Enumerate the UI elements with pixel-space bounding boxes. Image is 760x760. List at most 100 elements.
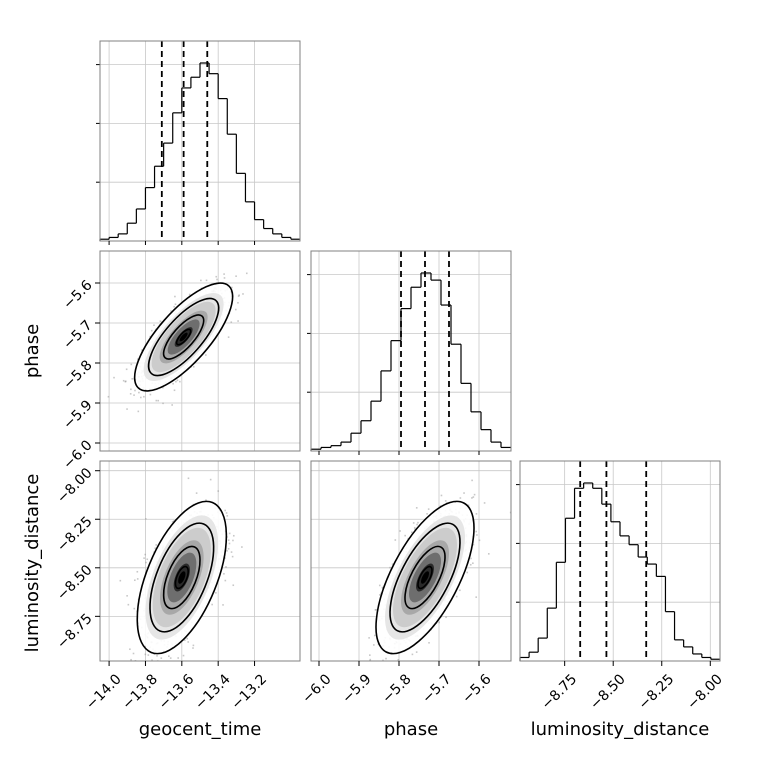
- joint-phase-luminosity_distance-point: [445, 616, 447, 619]
- joint-geocent_time-phase-point: [140, 396, 142, 399]
- joint-phase-luminosity_distance-point: [391, 563, 394, 566]
- joint-phase-luminosity_distance-point: [410, 531, 413, 534]
- hist-phase-frame: [310, 250, 512, 452]
- joint-geocent_time-phase-density-level-6: [179, 332, 188, 342]
- joint-geocent_time-luminosity_distance-point: [228, 542, 231, 545]
- hist-phase-bg: [311, 251, 511, 451]
- joint-phase-luminosity_distance-point: [444, 500, 447, 502]
- joint-geocent_time-phase-point: [138, 391, 140, 394]
- joint-geocent_time-luminosity_distance-point: [156, 655, 158, 657]
- joint-geocent_time-luminosity_distance-point: [226, 515, 229, 517]
- joint-geocent_time-phase-clip: [100, 251, 300, 451]
- joint-geocent_time-luminosity_distance-point: [187, 641, 190, 643]
- joint-geocent_time-luminosity_distance-point: [223, 572, 225, 575]
- joint-geocent_time-luminosity_distance-density-level-6: [178, 571, 186, 584]
- joint-geocent_time-luminosity_distance-contour-1: [149, 522, 215, 633]
- joint-geocent_time-phase-point: [131, 378, 134, 380]
- ytick-label-phase-3: −5.7: [60, 317, 95, 352]
- joint-geocent_time-phase-point: [130, 363, 133, 366]
- joint-geocent_time-luminosity_distance-point: [232, 539, 234, 542]
- joint-phase-luminosity_distance-contour-3: [417, 565, 433, 590]
- joint-geocent_time-luminosity_distance-point: [132, 652, 135, 655]
- joint-phase-luminosity_distance-point: [417, 521, 419, 524]
- joint-phase-luminosity_distance-point: [426, 513, 428, 515]
- joint-geocent_time-phase-point: [237, 320, 239, 322]
- joint-geocent_time-phase-point: [238, 294, 240, 297]
- joint-geocent_time-luminosity_distance-point: [224, 579, 227, 582]
- joint-geocent_time-phase-point: [200, 279, 202, 282]
- joint-geocent_time-phase-point: [188, 293, 191, 296]
- hist-luminosity_distance-bg: [520, 461, 720, 661]
- ytick-label-phase-4: −5.6: [60, 277, 95, 312]
- joint-geocent_time-luminosity_distance-point: [224, 509, 226, 512]
- joint-phase-luminosity_distance-point: [381, 586, 384, 589]
- joint-phase-luminosity_distance-point: [472, 562, 474, 565]
- joint-phase-luminosity_distance-point: [471, 497, 473, 499]
- xtick-label-geocent_time-0: −14.0: [83, 671, 125, 713]
- joint-geocent_time-luminosity_distance-point: [121, 672, 123, 674]
- joint-phase-luminosity_distance-point: [472, 496, 475, 498]
- joint-geocent_time-phase-point: [234, 308, 237, 311]
- joint-geocent_time-phase-point: [150, 329, 153, 332]
- joint-phase-luminosity_distance-point: [389, 566, 391, 569]
- joint-phase-luminosity_distance-point: [463, 492, 465, 494]
- ytick-label-phase-0: −6.0: [60, 437, 95, 472]
- xtick-label-luminosity_distance-0: −8.75: [539, 671, 581, 713]
- joint-phase-luminosity_distance-point: [373, 644, 375, 646]
- joint-phase-luminosity_distance-point: [379, 594, 381, 596]
- joint-geocent_time-phase-point: [149, 393, 152, 396]
- joint-geocent_time-luminosity_distance-point: [137, 625, 140, 627]
- joint-phase-luminosity_distance-point: [428, 641, 430, 644]
- joint-phase-luminosity_distance-point: [369, 654, 371, 656]
- ytick-label-luminosity_distance-0: −8.75: [54, 611, 96, 653]
- joint-geocent_time-phase-point: [179, 380, 181, 383]
- joint-phase-luminosity_distance-point: [415, 507, 418, 509]
- joint-geocent_time-phase-point: [245, 272, 248, 275]
- joint-phase-luminosity_distance-point: [440, 494, 443, 497]
- joint-geocent_time-luminosity_distance-contour-3: [174, 565, 189, 590]
- joint-geocent_time-phase-point: [216, 278, 218, 281]
- joint-geocent_time-phase-contour-3: [175, 328, 192, 346]
- joint-geocent_time-phase-contour-1: [147, 297, 220, 377]
- joint-geocent_time-luminosity_distance-point: [173, 520, 175, 522]
- joint-geocent_time-luminosity_distance-point: [211, 603, 213, 606]
- joint-phase-luminosity_distance-contour-0: [375, 500, 475, 655]
- xlabel-phase: phase: [384, 719, 438, 740]
- joint-geocent_time-phase-point: [230, 321, 233, 323]
- joint-geocent_time-luminosity_distance-point: [226, 550, 228, 552]
- joint-geocent_time-phase-point: [162, 386, 164, 389]
- joint-geocent_time-phase-point: [174, 303, 177, 306]
- xlabel-luminosity_distance: luminosity_distance: [531, 719, 710, 740]
- joint-phase-luminosity_distance-point: [475, 596, 478, 598]
- joint-geocent_time-luminosity_distance-point: [227, 547, 230, 550]
- joint-geocent_time-phase-point: [143, 395, 145, 398]
- joint-geocent_time-phase-point: [223, 277, 226, 279]
- joint-geocent_time-phase-point: [173, 389, 176, 392]
- joint-geocent_time-phase-point: [215, 275, 218, 278]
- joint-phase-luminosity_distance-point: [394, 539, 397, 541]
- hist-phase-group: [307, 251, 511, 451]
- joint-phase-luminosity_distance-point: [487, 553, 490, 555]
- joint-geocent_time-phase-point: [149, 335, 151, 338]
- joint-phase-luminosity_distance-point: [483, 502, 486, 504]
- joint-phase-luminosity_distance-point: [379, 685, 381, 687]
- joint-geocent_time-luminosity_distance-point: [134, 579, 136, 582]
- joint-phase-luminosity_distance-point: [472, 543, 475, 546]
- joint-phase-luminosity_distance-point: [412, 522, 415, 524]
- joint-phase-luminosity_distance-point: [369, 658, 372, 661]
- joint-phase-luminosity_distance-point: [375, 608, 378, 611]
- joint-phase-luminosity_distance-point: [459, 589, 461, 592]
- ytick-label-luminosity_distance-1: −8.50: [54, 562, 96, 604]
- joint-geocent_time-phase-point: [144, 389, 147, 391]
- ylabel-phase: phase: [22, 324, 43, 378]
- joint-geocent_time-phase-point: [174, 295, 176, 298]
- joint-phase-luminosity_distance-point: [473, 493, 476, 496]
- joint-geocent_time-luminosity_distance-point: [162, 673, 164, 675]
- joint-geocent_time-phase-point: [135, 379, 137, 381]
- joint-phase-luminosity_distance-point: [475, 530, 478, 533]
- joint-geocent_time-luminosity_distance-group: [100, 461, 300, 675]
- joint-phase-luminosity_distance-point: [382, 659, 384, 661]
- joint-geocent_time-phase-point: [122, 379, 125, 382]
- joint-phase-luminosity_distance-point: [378, 584, 381, 587]
- joint-geocent_time-luminosity_distance-point: [127, 603, 130, 606]
